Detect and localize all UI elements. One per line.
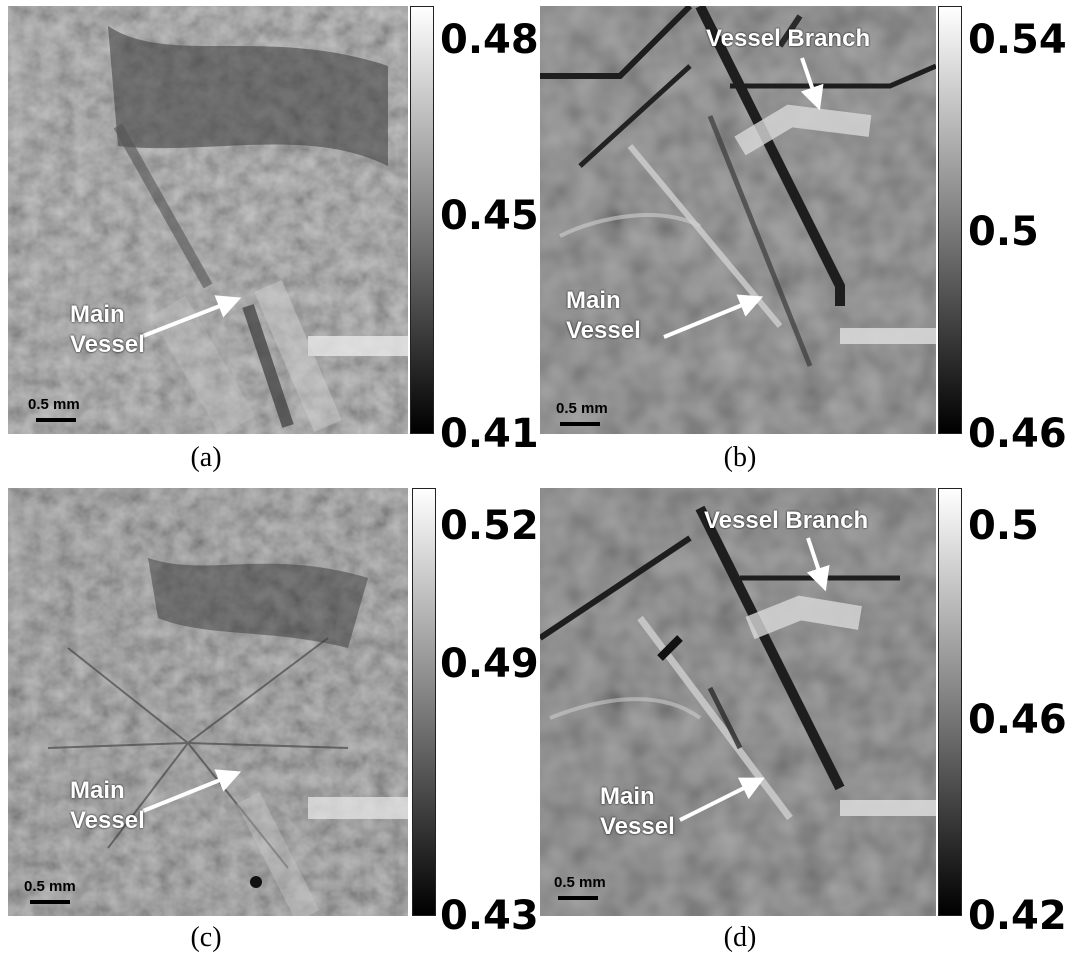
scale-bar-label: 0.5 mm — [28, 396, 80, 413]
image-b-texture — [540, 6, 936, 434]
colorbar-tick-mid: 0.45 — [440, 193, 539, 239]
colorbar-tick-top: 0.5 — [968, 503, 1039, 549]
scale-bar-label: 0.5 mm — [556, 400, 608, 417]
scale-bar — [30, 900, 70, 904]
colorbar-tick-top: 0.52 — [440, 503, 539, 549]
panel-caption: (b) — [723, 442, 757, 473]
vessel-branch-label: Vessel Branch — [704, 507, 869, 534]
colorbar-tick-mid: 0.5 — [968, 209, 1039, 255]
colorbar-tick-mid: 0.46 — [968, 697, 1067, 743]
image-c-texture — [8, 488, 408, 916]
colorbar-d — [938, 488, 962, 916]
scale-bar — [560, 422, 600, 426]
vessel-branch-label: Vessel Branch — [706, 25, 871, 52]
scale-bar-label: 0.5 mm — [554, 874, 606, 891]
panel-caption: (d) — [723, 922, 757, 953]
scale-bar — [558, 896, 598, 900]
panel-caption: (c) — [190, 922, 222, 953]
image-a-texture — [8, 6, 408, 434]
colorbar-tick-bottom: 0.43 — [440, 893, 539, 939]
main-vessel-label: Main Vessel — [70, 777, 145, 834]
colorbar-tick-bottom: 0.41 — [440, 411, 539, 457]
image-c: Main Vessel 0.5 mm — [8, 488, 408, 916]
colorbar-tick-top: 0.54 — [968, 17, 1067, 63]
scale-bar-label: 0.5 mm — [24, 878, 76, 895]
panel-caption: (a) — [190, 442, 222, 473]
colorbar-c — [412, 488, 436, 916]
image-b: Vessel Branch Main Vessel 0.5 mm — [540, 6, 936, 434]
main-vessel-label: Main Vessel — [600, 783, 675, 840]
colorbar-tick-bottom: 0.46 — [968, 411, 1067, 457]
colorbar-tick-top: 0.48 — [440, 17, 539, 63]
colorbar-b — [938, 6, 962, 434]
scale-bar — [36, 418, 76, 422]
main-vessel-label: Main Vessel — [566, 287, 641, 344]
image-d-texture — [540, 488, 936, 916]
image-a: Main Vessel 0.5 mm — [8, 6, 408, 434]
main-vessel-label: Main Vessel — [70, 301, 145, 358]
colorbar-a — [410, 6, 434, 434]
colorbar-tick-mid: 0.49 — [440, 641, 539, 687]
image-d: Vessel Branch Main Vessel 0.5 mm — [540, 488, 936, 916]
colorbar-tick-bottom: 0.42 — [968, 893, 1067, 939]
